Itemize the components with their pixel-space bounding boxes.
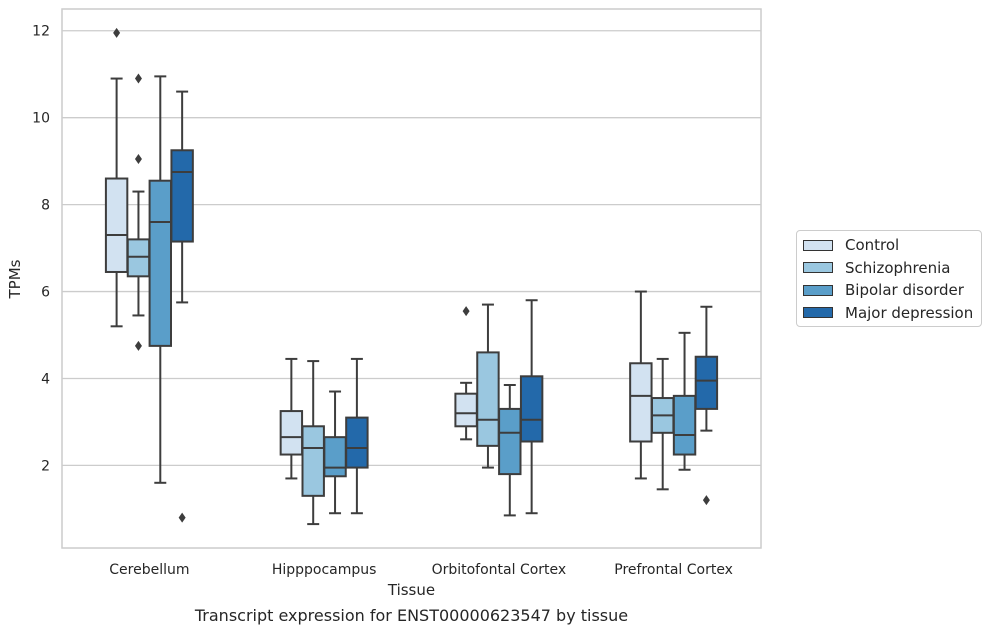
legend-swatch — [803, 262, 833, 274]
box-schizophrenia — [650, 357, 675, 491]
outlier-point — [113, 27, 121, 38]
legend-swatch — [803, 307, 833, 319]
iqr-box — [519, 375, 544, 443]
iqr-box — [104, 177, 129, 273]
legend-item: Bipolar disorder — [797, 279, 981, 302]
iqr-box — [476, 351, 500, 447]
x-tick-label: Cerebellum — [109, 562, 189, 578]
y-tick-label: 6 — [41, 285, 50, 301]
x-tick-label: Orbitofontal Cortex — [432, 562, 567, 578]
iqr-box — [279, 410, 304, 456]
box-major-depression — [170, 90, 194, 523]
box-bipolar-disorder — [323, 390, 347, 515]
x-tick-label: Hipppocampus — [272, 562, 377, 578]
box-major-depression — [519, 299, 544, 515]
plot-area-frame — [61, 8, 762, 549]
iqr-box — [301, 425, 325, 497]
legend-item: Control — [797, 234, 981, 257]
legend-item: Major depression — [797, 302, 981, 325]
x-axis-label: Tissue — [387, 581, 435, 599]
outlier-point — [702, 495, 710, 506]
y-axis-label: TPMs — [6, 259, 24, 299]
legend-label: Control — [845, 236, 900, 255]
box-control — [104, 27, 129, 328]
iqr-box — [148, 179, 173, 347]
legend-label: Schizophrenia — [845, 258, 951, 277]
chart-caption: Transcript expression for ENST0000062354… — [194, 606, 629, 625]
y-tick-label: 2 — [41, 458, 50, 474]
box-schizophrenia — [301, 360, 325, 526]
box-control — [279, 357, 304, 480]
outlier-point — [462, 306, 470, 317]
box-schizophrenia — [126, 73, 151, 351]
box-major-depression — [345, 357, 369, 515]
iqr-box — [498, 407, 522, 476]
box-major-depression — [694, 305, 719, 506]
iqr-box — [170, 149, 194, 243]
x-tick-label: Prefrontal Cortex — [614, 562, 733, 578]
iqr-box — [672, 394, 697, 456]
legend-label: Bipolar disorder — [845, 281, 964, 300]
y-tick-label: 4 — [41, 371, 50, 387]
y-tick-label: 12 — [32, 24, 50, 40]
iqr-box — [454, 392, 478, 428]
y-tick-label: 10 — [32, 111, 50, 127]
legend-label: Major depression — [845, 303, 974, 322]
box-schizophrenia — [476, 303, 500, 469]
outlier-point — [134, 73, 142, 84]
box-control — [629, 290, 653, 480]
box-control — [454, 306, 478, 441]
iqr-box — [694, 355, 719, 410]
iqr-box — [345, 416, 369, 469]
legend: Control Schizophrenia Bipolar disorder Majo… — [796, 230, 982, 327]
outlier-point — [178, 512, 186, 523]
y-tick-label: 8 — [41, 198, 50, 214]
box-bipolar-disorder — [672, 331, 697, 471]
iqr-box — [629, 362, 653, 443]
legend-item: Schizophrenia — [797, 257, 981, 280]
iqr-box — [323, 436, 347, 478]
outlier-point — [134, 153, 142, 164]
outlier-point — [134, 340, 142, 351]
iqr-box — [126, 238, 151, 278]
box-bipolar-disorder — [148, 75, 173, 484]
legend-swatch — [803, 239, 833, 251]
y-axis-ticks: 2 4 6 8 10 12 — [32, 24, 50, 475]
box-bipolar-disorder — [498, 383, 522, 517]
x-axis-ticks: Cerebellum Hipppocampus Orbitofontal Corte… — [109, 562, 733, 578]
box-groups — [104, 27, 719, 526]
legend-swatch — [803, 284, 833, 296]
